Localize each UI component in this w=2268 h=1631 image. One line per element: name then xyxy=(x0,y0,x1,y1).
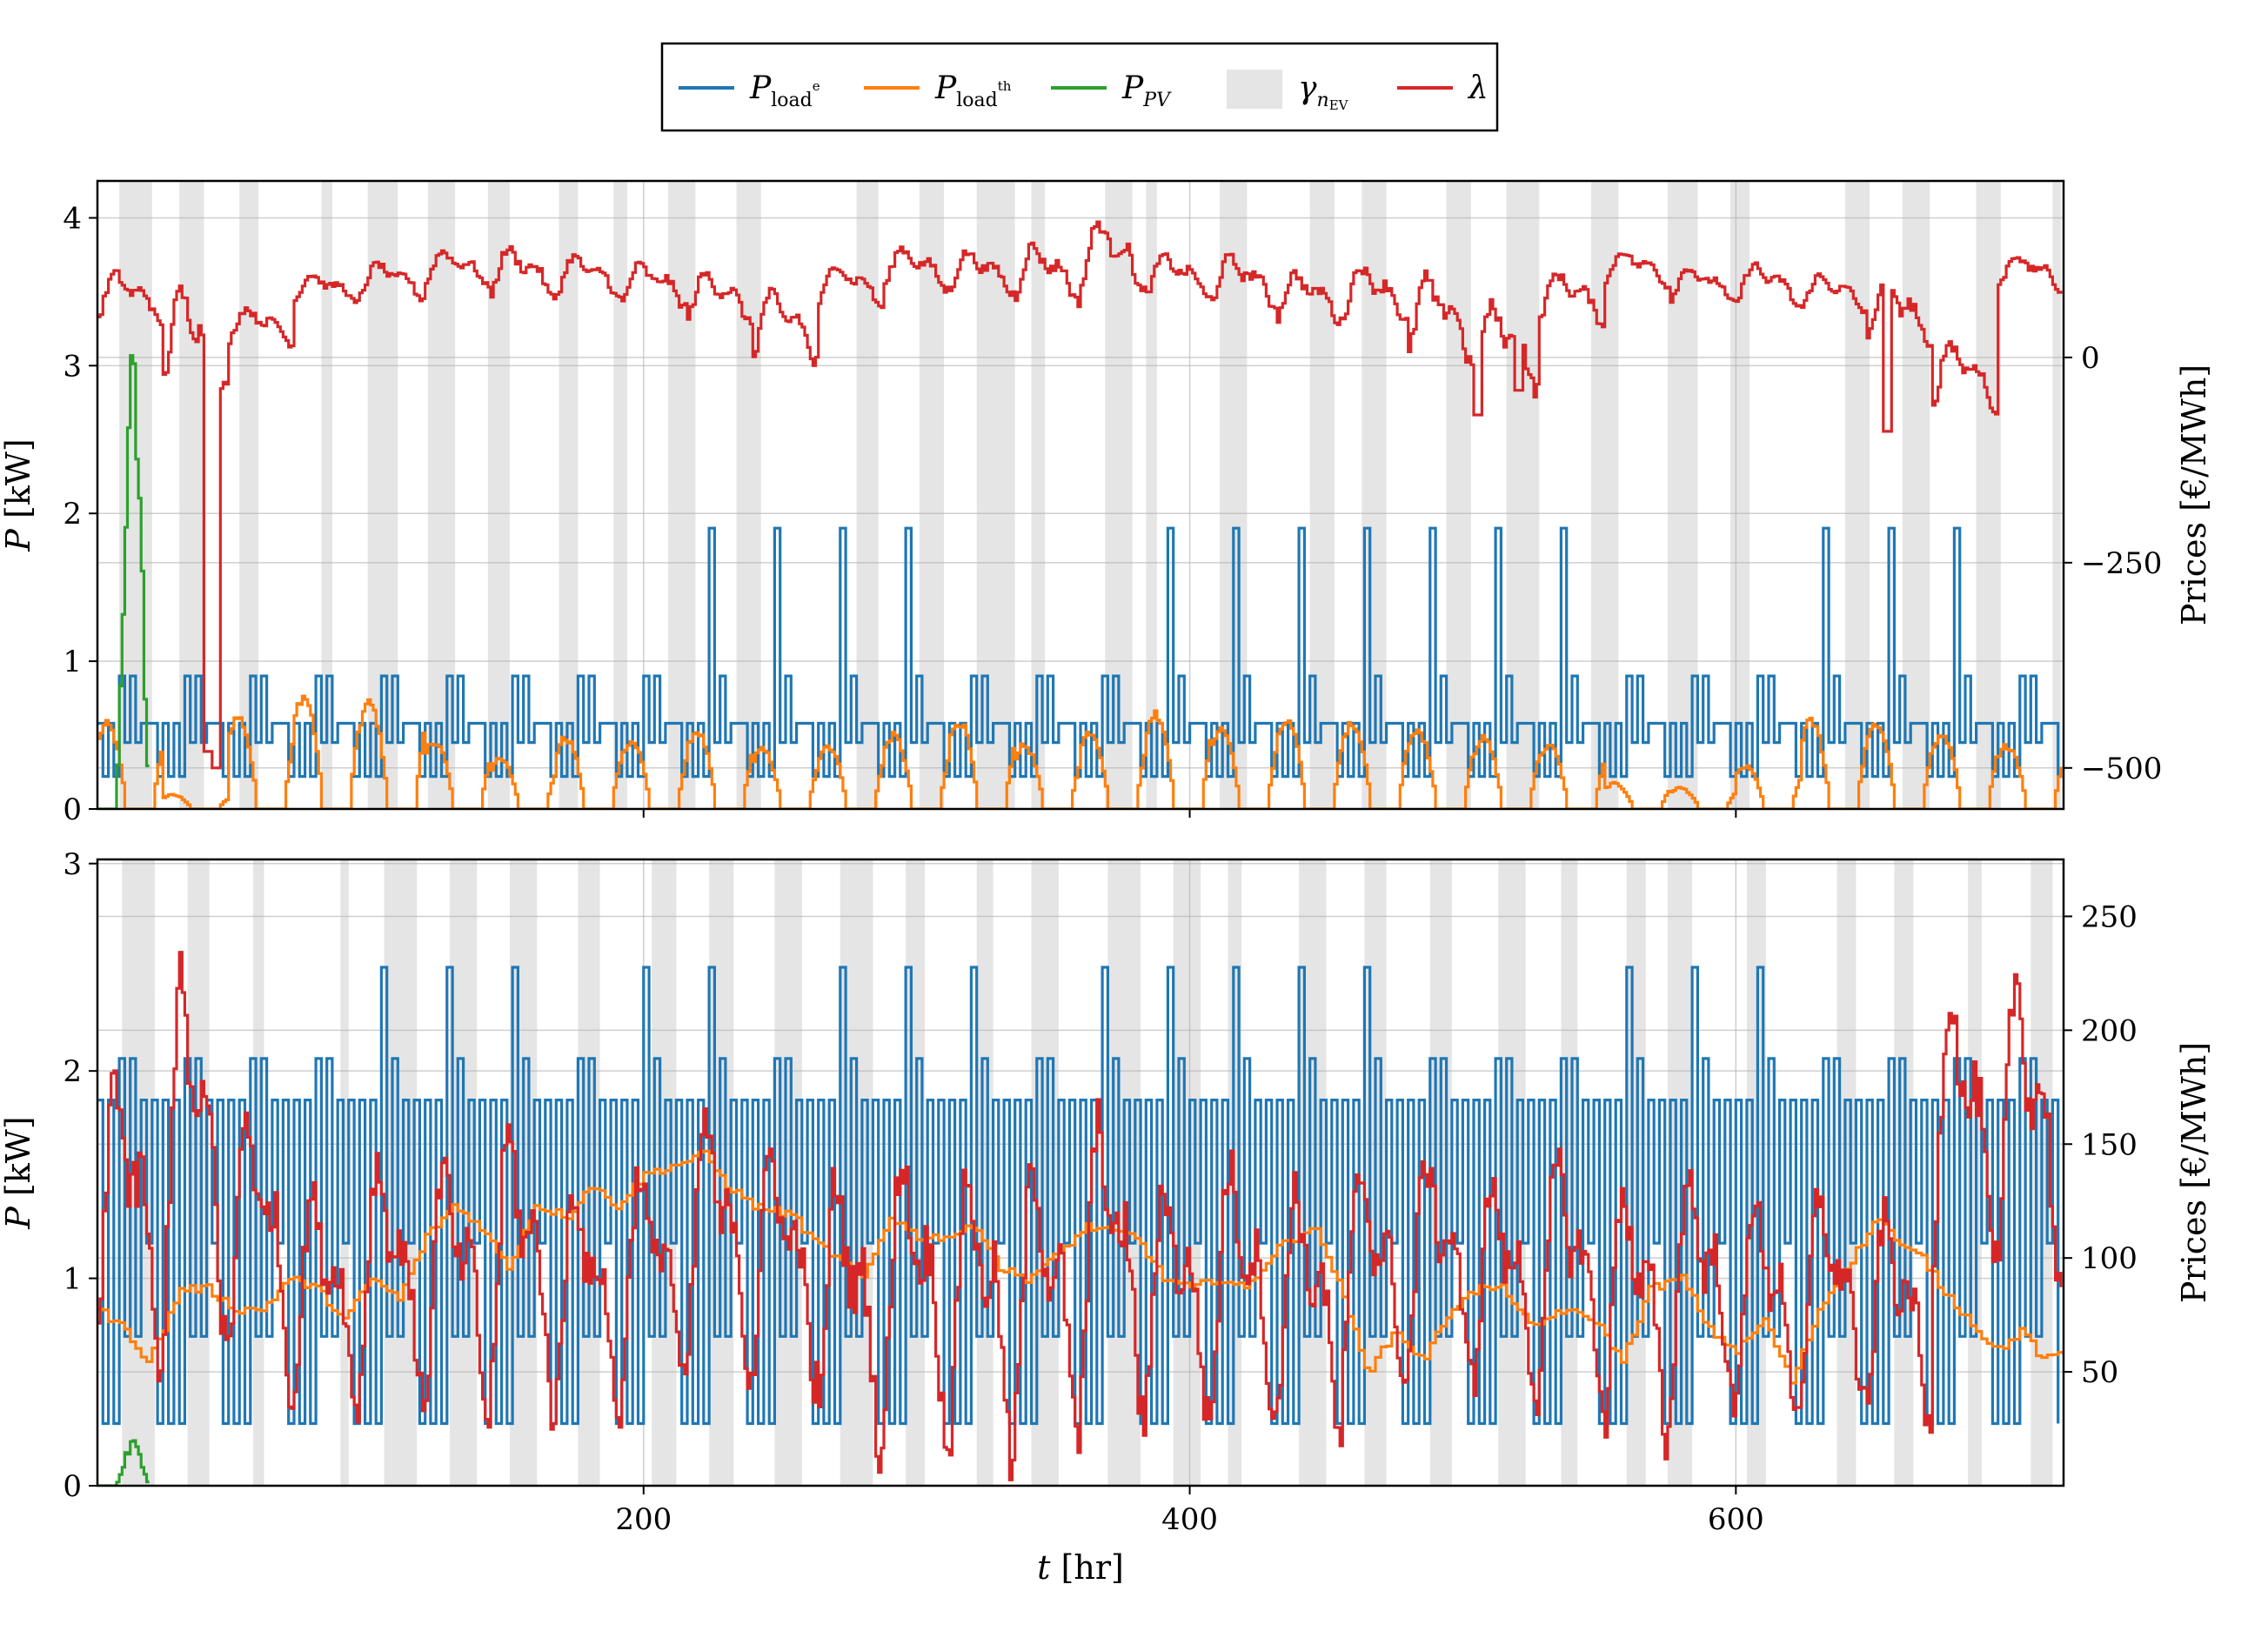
ev-window xyxy=(1031,181,1046,809)
y-tick-label: 3 xyxy=(63,349,82,384)
axes-frame xyxy=(96,179,2065,811)
series-line-price xyxy=(97,951,2063,1481)
ev-window xyxy=(1146,181,1157,809)
legend-entry: λ xyxy=(1397,70,1489,106)
y2-axis-label: Prices [€/MWh] xyxy=(2175,364,2213,625)
ev-window xyxy=(1730,181,1750,809)
y-tick-label: 3 xyxy=(63,847,82,882)
legend-label: λ xyxy=(1467,70,1489,106)
ev-window xyxy=(1446,181,1471,809)
y2-tick-label: 200 xyxy=(2081,1013,2138,1048)
ev-window xyxy=(2052,181,2061,809)
series-line-price xyxy=(97,220,2063,770)
y2-tick-label: 250 xyxy=(2081,899,2138,934)
x-axis-label-text: t [hr] xyxy=(1037,1548,1124,1587)
ev-window xyxy=(427,181,456,809)
ev-window xyxy=(1902,181,1930,809)
y2-tick-label: 50 xyxy=(2081,1355,2118,1390)
y2-tick-label: 150 xyxy=(2081,1127,2138,1162)
series-line-thermal xyxy=(97,1149,2064,1385)
series xyxy=(97,220,2063,809)
ev-window xyxy=(668,181,696,809)
ev-window xyxy=(1590,181,1619,809)
series xyxy=(97,951,2064,1486)
ev-window xyxy=(239,181,259,809)
x-tick-label: 200 xyxy=(615,1502,672,1537)
y2-axis-label: Prices [€/MWh] xyxy=(2175,1042,2213,1303)
y2-tick-label: −250 xyxy=(2081,546,2162,581)
y-tick-label: 0 xyxy=(63,792,82,827)
ev-window xyxy=(1844,181,1870,809)
y-tick-label: 2 xyxy=(63,1054,82,1089)
x-axis-label: t [hr] xyxy=(1037,1548,1124,1587)
ev-window xyxy=(736,181,761,809)
y-tick-label: 0 xyxy=(63,1469,82,1504)
ev-window xyxy=(1976,181,2001,809)
series-line-pv xyxy=(97,354,150,809)
y2-tick-label: 100 xyxy=(2081,1241,2138,1276)
ev-window xyxy=(613,181,627,809)
legend-swatch xyxy=(1227,70,1282,109)
ev-window xyxy=(1309,181,1335,809)
y-tick-label: 2 xyxy=(63,497,82,531)
y2-tick-label: 0 xyxy=(2081,341,2100,376)
y-tick-label: 1 xyxy=(63,645,82,679)
y-axis-label: P [kW] xyxy=(0,1116,37,1229)
series-line-thermal xyxy=(97,694,2063,809)
axes-frame xyxy=(96,858,2065,1487)
x-tick-label: 600 xyxy=(1708,1502,1764,1537)
y-tick-label: 1 xyxy=(63,1262,82,1297)
series-line-pv xyxy=(97,1439,150,1486)
ev-window xyxy=(321,181,332,809)
x-tick-label: 400 xyxy=(1161,1502,1218,1537)
ev-window xyxy=(856,181,879,809)
y-axis-label: P [kW] xyxy=(0,438,37,551)
y2-tick-label: −500 xyxy=(2081,752,2162,786)
ev-window xyxy=(384,859,418,1486)
legend: Ploade Ploadth PPV γnEV λ xyxy=(660,42,1499,132)
ev-window xyxy=(487,181,510,809)
ev-window xyxy=(1561,859,1578,1486)
ev-window xyxy=(976,859,994,1486)
bottom-panel: 0 1 2 3 50 100 150 200 250 200 400 600 P [kW] Prices … xyxy=(0,847,2213,1537)
y-tick-label: 4 xyxy=(63,201,82,236)
ev-window xyxy=(559,181,579,809)
top-panel: 0 1 2 3 4 0 −250 −500 P [kW] Prices [€/MWh] xyxy=(0,179,2213,827)
